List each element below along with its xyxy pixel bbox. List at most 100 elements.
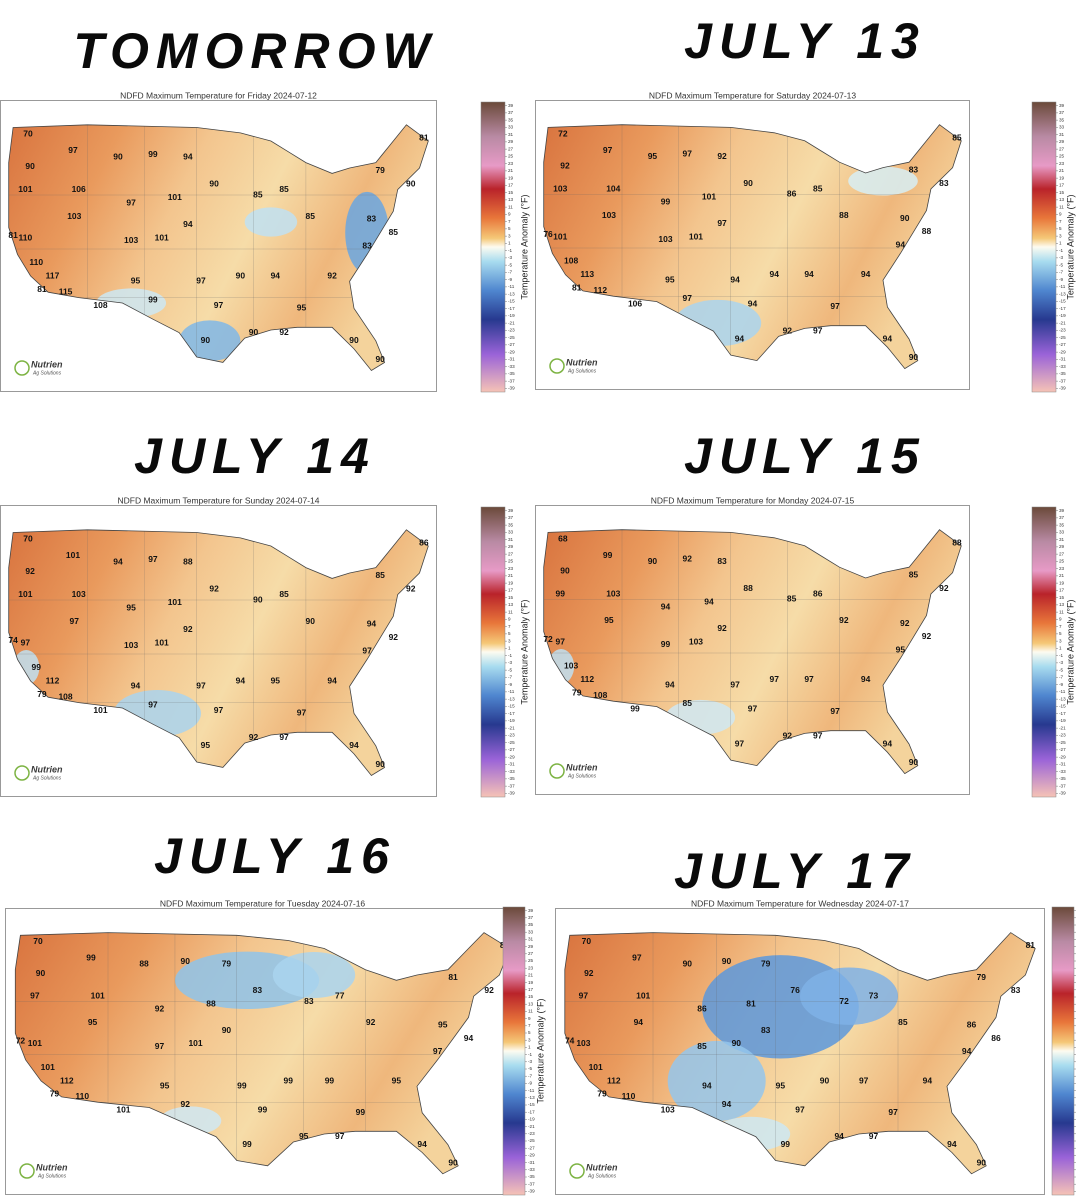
colorbar-tick-label: 31 (1059, 132, 1065, 137)
colorbar-tick-label: 33 (528, 929, 534, 934)
city-temperature: 83 (761, 1025, 771, 1035)
colorbar-tick-label: 5 (1059, 631, 1062, 636)
colorbar-label: Temperature Anomaly (°F) (519, 599, 529, 704)
city-temperature: 90 (648, 556, 658, 566)
city-temperature: 95 (126, 602, 136, 612)
city-temperature: 85 (952, 132, 962, 142)
cool-anomaly (800, 967, 898, 1025)
colorbar-tick-label: 13 (1059, 602, 1065, 607)
city-temperature: 90 (375, 759, 385, 769)
colorbar-tick-label: -39 (1059, 791, 1066, 796)
colorbar-tick-label: 19 (528, 980, 534, 985)
colorbar-tick-label: 35 (528, 922, 534, 927)
logo-brand: Nutrien (31, 359, 63, 369)
colorbar-tick-label: -9 (508, 682, 513, 687)
city-temperature: 101 (188, 1038, 202, 1048)
city-temperature: 97 (813, 730, 823, 740)
logo-tagline: Ag Solutions (567, 773, 597, 779)
panel-heading: JULY 17 (674, 843, 916, 899)
colorbar-tick-label: -31 (1059, 762, 1066, 767)
city-temperature: 95 (896, 645, 906, 655)
colorbar-tick-label: -25 (508, 740, 515, 745)
colorbar-tick-label: -19 (1059, 313, 1066, 318)
colorbar-tick-label: 5 (528, 1030, 531, 1035)
city-temperature: 97 (795, 1104, 805, 1114)
city-temperature: 97 (362, 646, 372, 656)
city-temperature: 94 (923, 1075, 933, 1085)
colorbar-tick-label: 33 (1059, 530, 1065, 535)
city-temperature: 99 (148, 295, 158, 305)
colorbar-tick-label: -13 (528, 1095, 535, 1100)
colorbar-tick-label: 39 (1059, 103, 1065, 108)
city-temperature: 94 (327, 675, 337, 685)
city-temperature: 97 (555, 637, 565, 647)
city-temperature: 99 (781, 1139, 791, 1149)
colorbar-tick-label: 15 (508, 190, 514, 195)
city-temperature: 77 (335, 990, 345, 1000)
city-temperature: 97 (21, 637, 31, 647)
colorbar-tick-label: 9 (508, 617, 511, 622)
city-temperature: 79 (572, 687, 582, 697)
city-temperature: 85 (898, 1017, 908, 1027)
city-temperature: 104 (606, 183, 620, 193)
logo-icon (14, 765, 30, 781)
us-land (15, 932, 510, 1174)
city-temperature: 92 (783, 325, 793, 335)
colorbar (1031, 506, 1057, 798)
colorbar-tick-label: -17 (1059, 306, 1066, 311)
colorbar (1031, 101, 1057, 393)
city-temperature: 94 (883, 738, 893, 748)
colorbar-tick-label: 13 (528, 1001, 534, 1006)
colorbar-tick-label: -33 (508, 364, 515, 369)
map-panel: JULY 14 NDFD Maximum Temperature for Sund… (0, 428, 529, 798)
colorbar-tick-label: -33 (528, 1167, 535, 1172)
colorbar-tick-label: -23 (1059, 328, 1066, 333)
colorbar-tick-label: 15 (1059, 190, 1065, 195)
colorbar-tick-label: -21 (508, 320, 515, 325)
cool-anomaly (179, 320, 241, 362)
city-temperature: 83 (1011, 985, 1021, 995)
colorbar-tick-label: 23 (1059, 161, 1065, 166)
colorbar-tick-label: -7 (508, 270, 513, 275)
colorbar-tick-label: 17 (1059, 183, 1065, 188)
logo-brand: Nutrien (31, 764, 63, 774)
colorbar-tick-label: 7 (528, 1023, 531, 1028)
city-temperature: 97 (30, 990, 40, 1000)
city-temperature: 94 (730, 274, 740, 284)
city-temperature: 97 (748, 704, 758, 714)
logo-tagline: Ag Solutions (32, 370, 62, 376)
colorbar-tick-label: -15 (1059, 299, 1066, 304)
city-temperature: 103 (689, 637, 703, 647)
city-temperature: 92 (183, 624, 193, 634)
city-temperature: 94 (349, 740, 359, 750)
colorbar-tick-label: -21 (1059, 725, 1066, 730)
colorbar (1051, 906, 1075, 1196)
colorbar-tick-label: -23 (1059, 733, 1066, 738)
city-temperature: 99 (356, 1107, 366, 1117)
colorbar-tick-label: -9 (1059, 682, 1064, 687)
city-temperature: 97 (148, 554, 158, 564)
city-temperature: 85 (253, 189, 263, 199)
colorbar-tick-label: 7 (508, 219, 511, 224)
city-temperature: 97 (70, 616, 80, 626)
city-temperature: 79 (761, 959, 771, 969)
colorbar-tick-label: -11 (508, 284, 515, 289)
colorbar-tick-label: 1 (508, 646, 511, 651)
colorbar-tick-label: -5 (1059, 262, 1064, 267)
colorbar-tick-label: 29 (1059, 139, 1065, 144)
city-temperature: 101 (689, 232, 703, 242)
colorbar-tick-label: 37 (508, 110, 514, 115)
city-temperature: 94 (271, 270, 281, 280)
city-temperature: 79 (222, 959, 232, 969)
city-temperature: 88 (743, 583, 753, 593)
us-border (543, 124, 962, 370)
city-temperature: 103 (124, 235, 138, 245)
city-temperature: 99 (661, 197, 671, 207)
colorbar-tick-label: 21 (1059, 573, 1065, 578)
city-temperature: 101 (636, 990, 650, 1000)
colorbar-tick-label: 23 (508, 566, 514, 571)
city-temperature: 90 (253, 594, 263, 604)
colorbar-tick-label: 7 (1059, 219, 1062, 224)
city-temperature: 94 (634, 1017, 644, 1027)
city-temperature: 90 (820, 1075, 830, 1085)
